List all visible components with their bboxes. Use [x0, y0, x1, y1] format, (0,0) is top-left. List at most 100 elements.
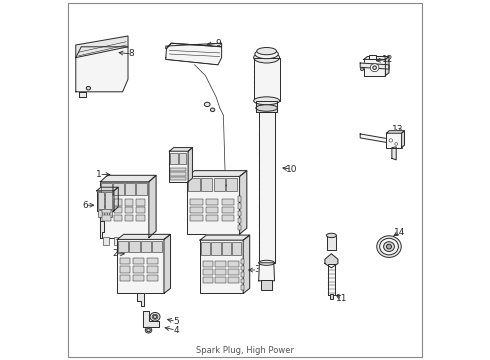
Ellipse shape — [384, 242, 394, 251]
Polygon shape — [166, 43, 221, 49]
Text: 11: 11 — [337, 294, 348, 303]
Bar — [190, 199, 202, 205]
Bar — [125, 215, 133, 221]
Ellipse shape — [254, 97, 280, 105]
Bar — [238, 203, 241, 209]
Polygon shape — [360, 63, 389, 69]
Polygon shape — [137, 293, 144, 306]
Bar — [136, 199, 145, 206]
Ellipse shape — [152, 314, 158, 319]
Text: 3: 3 — [255, 266, 261, 274]
Ellipse shape — [147, 328, 150, 332]
Bar — [232, 242, 241, 255]
Polygon shape — [114, 187, 118, 211]
Bar — [117, 239, 164, 293]
Bar — [136, 183, 147, 195]
Bar — [102, 199, 111, 206]
Bar — [238, 218, 241, 223]
Text: 13: 13 — [392, 125, 404, 134]
Bar — [201, 242, 210, 255]
Polygon shape — [325, 254, 338, 268]
Text: 14: 14 — [394, 228, 406, 237]
Polygon shape — [259, 263, 274, 281]
Polygon shape — [164, 234, 171, 293]
Polygon shape — [360, 134, 387, 143]
Text: 4: 4 — [173, 325, 179, 335]
Bar — [228, 261, 239, 267]
Bar — [120, 266, 130, 273]
Polygon shape — [166, 43, 221, 65]
Bar — [98, 210, 102, 217]
Polygon shape — [364, 57, 389, 59]
Ellipse shape — [387, 244, 392, 249]
Text: 10: 10 — [286, 165, 297, 174]
Polygon shape — [200, 235, 250, 240]
Bar — [102, 207, 111, 213]
Bar — [242, 279, 244, 283]
Ellipse shape — [380, 238, 398, 255]
Ellipse shape — [361, 68, 364, 71]
Bar — [147, 258, 157, 264]
Bar — [136, 207, 145, 213]
Bar — [133, 266, 144, 273]
Bar — [125, 207, 133, 213]
Polygon shape — [100, 175, 156, 182]
Polygon shape — [170, 148, 193, 151]
Text: 8: 8 — [129, 49, 134, 58]
Bar — [113, 183, 123, 195]
Bar — [330, 294, 333, 299]
Ellipse shape — [377, 236, 401, 257]
Polygon shape — [392, 147, 396, 160]
Bar — [221, 199, 234, 205]
Bar — [189, 178, 200, 191]
Bar — [105, 192, 112, 209]
Bar — [114, 207, 122, 213]
Ellipse shape — [395, 143, 398, 145]
Text: 9: 9 — [215, 39, 221, 48]
Bar — [101, 183, 112, 195]
Ellipse shape — [373, 66, 376, 69]
Bar — [242, 272, 244, 277]
Bar — [221, 207, 234, 213]
Ellipse shape — [210, 108, 215, 112]
Bar — [171, 177, 186, 180]
Bar — [135, 237, 142, 245]
Bar — [202, 261, 213, 267]
Bar — [238, 196, 241, 202]
Bar — [102, 215, 111, 221]
Ellipse shape — [86, 86, 91, 90]
Polygon shape — [187, 171, 247, 176]
Bar — [120, 258, 130, 264]
Bar — [242, 285, 244, 290]
Text: 6: 6 — [82, 201, 88, 210]
Ellipse shape — [326, 233, 337, 238]
Ellipse shape — [254, 52, 280, 63]
Bar — [200, 240, 243, 293]
Ellipse shape — [256, 105, 277, 111]
Bar — [190, 215, 202, 221]
Ellipse shape — [150, 312, 160, 321]
Polygon shape — [97, 187, 118, 191]
Bar — [238, 225, 241, 230]
Text: 7: 7 — [177, 159, 183, 168]
Polygon shape — [328, 264, 335, 295]
Bar — [364, 59, 386, 76]
Bar — [226, 178, 238, 191]
Bar — [202, 269, 213, 275]
Ellipse shape — [204, 102, 210, 107]
Bar — [242, 259, 244, 264]
Ellipse shape — [389, 139, 392, 142]
Bar — [133, 275, 144, 281]
Polygon shape — [254, 58, 280, 101]
Bar — [109, 210, 112, 217]
Bar — [98, 192, 104, 209]
Bar — [216, 261, 225, 267]
Polygon shape — [240, 171, 247, 234]
Bar — [114, 237, 120, 245]
Text: 1: 1 — [231, 181, 237, 190]
Bar — [171, 153, 178, 164]
Polygon shape — [79, 92, 86, 97]
Bar — [125, 199, 133, 206]
Bar — [369, 55, 376, 59]
Polygon shape — [188, 148, 193, 182]
